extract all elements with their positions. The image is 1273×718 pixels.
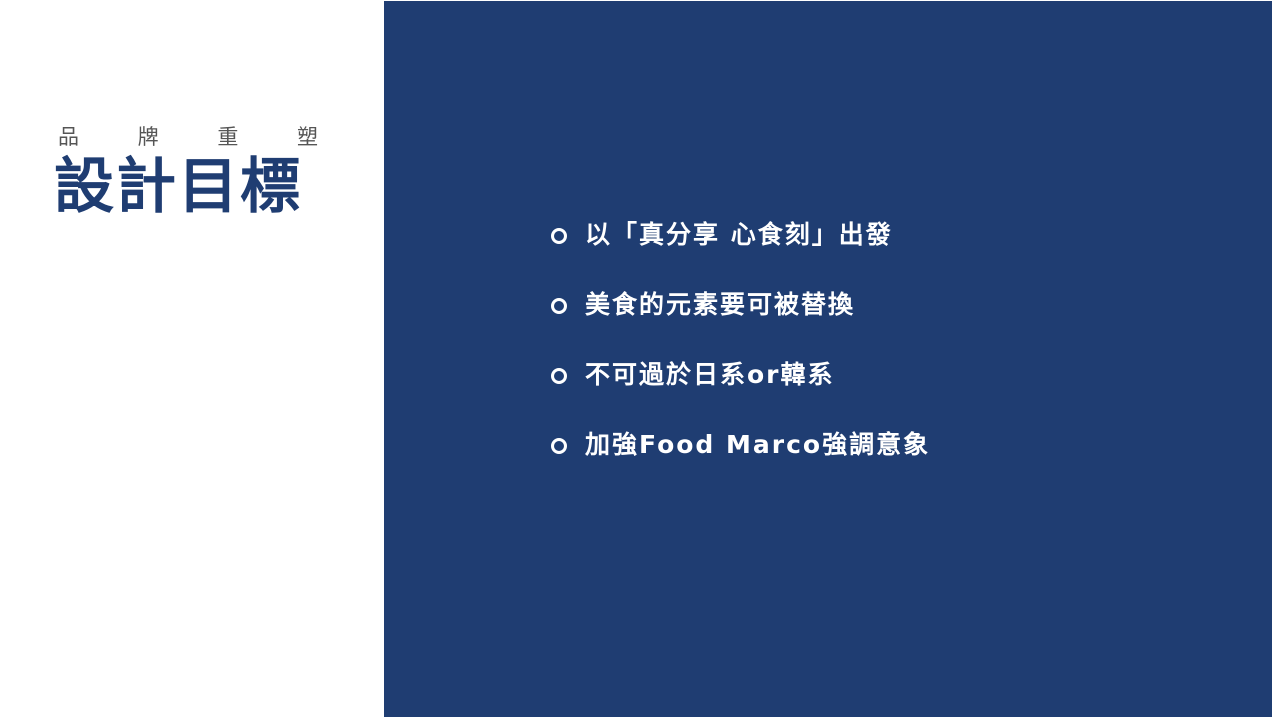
hollow-circle-icon xyxy=(551,298,567,314)
subtitle-character: 重 xyxy=(217,125,239,149)
slide-title: 設計目標 xyxy=(54,152,302,222)
hollow-circle-icon xyxy=(551,368,567,384)
goal-text: 加強Food Marco強調意象 xyxy=(585,430,931,459)
slide-subtitle: 品 牌 重 塑 xyxy=(58,122,318,152)
left-title-panel: 品 牌 重 塑 設計目標 xyxy=(0,0,383,718)
hollow-circle-icon xyxy=(551,228,567,244)
goal-text: 美食的元素要可被替換 xyxy=(585,290,856,319)
goal-text: 以「真分享 心食刻」出發 xyxy=(585,220,893,249)
goal-text: 不可過於日系or韓系 xyxy=(585,360,835,389)
goal-list-item: 美食的元素要可被替換 xyxy=(551,285,930,325)
goal-list-item: 加強Food Marco強調意象 xyxy=(551,425,930,465)
right-content-panel xyxy=(384,1,1272,717)
subtitle-character: 牌 xyxy=(137,125,159,149)
goal-list-item: 不可過於日系or韓系 xyxy=(551,355,930,395)
goal-list-item: 以「真分享 心食刻」出發 xyxy=(551,215,930,255)
hollow-circle-icon xyxy=(551,438,567,454)
design-goals-list: 以「真分享 心食刻」出發 美食的元素要可被替換 不可過於日系or韓系 加強Foo… xyxy=(551,215,930,495)
subtitle-character: 塑 xyxy=(296,125,318,149)
subtitle-character: 品 xyxy=(58,125,79,149)
